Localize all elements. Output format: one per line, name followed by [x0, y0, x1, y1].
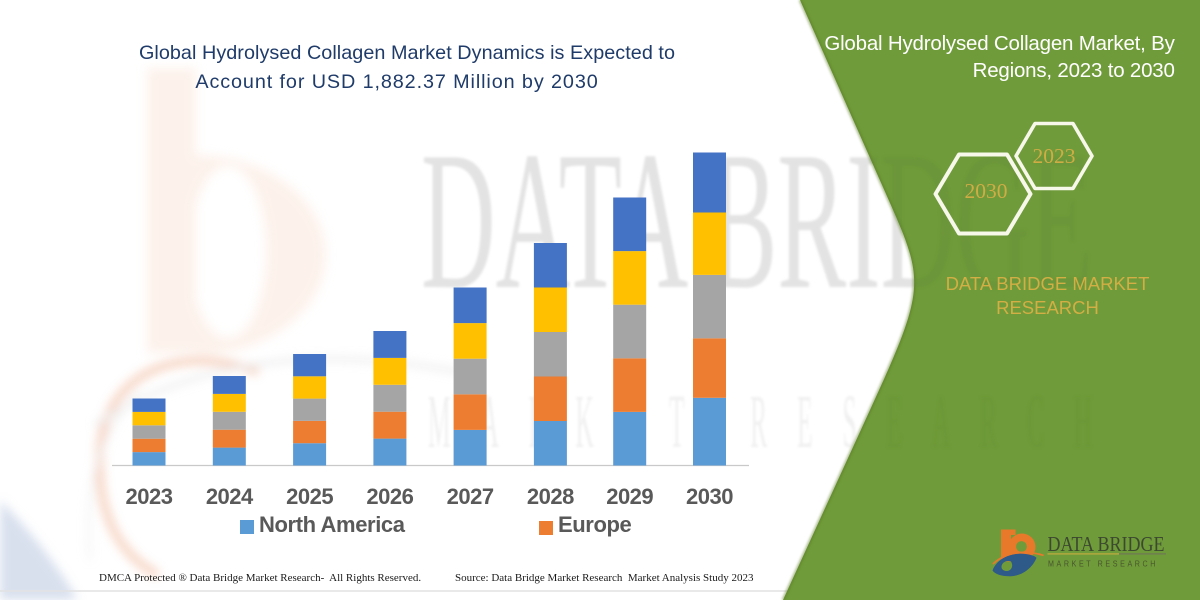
svg-text:MARKET RESEARCH: MARKET RESEARCH — [1048, 560, 1158, 569]
svg-text:DATA BRIDGE: DATA BRIDGE — [1048, 532, 1165, 556]
